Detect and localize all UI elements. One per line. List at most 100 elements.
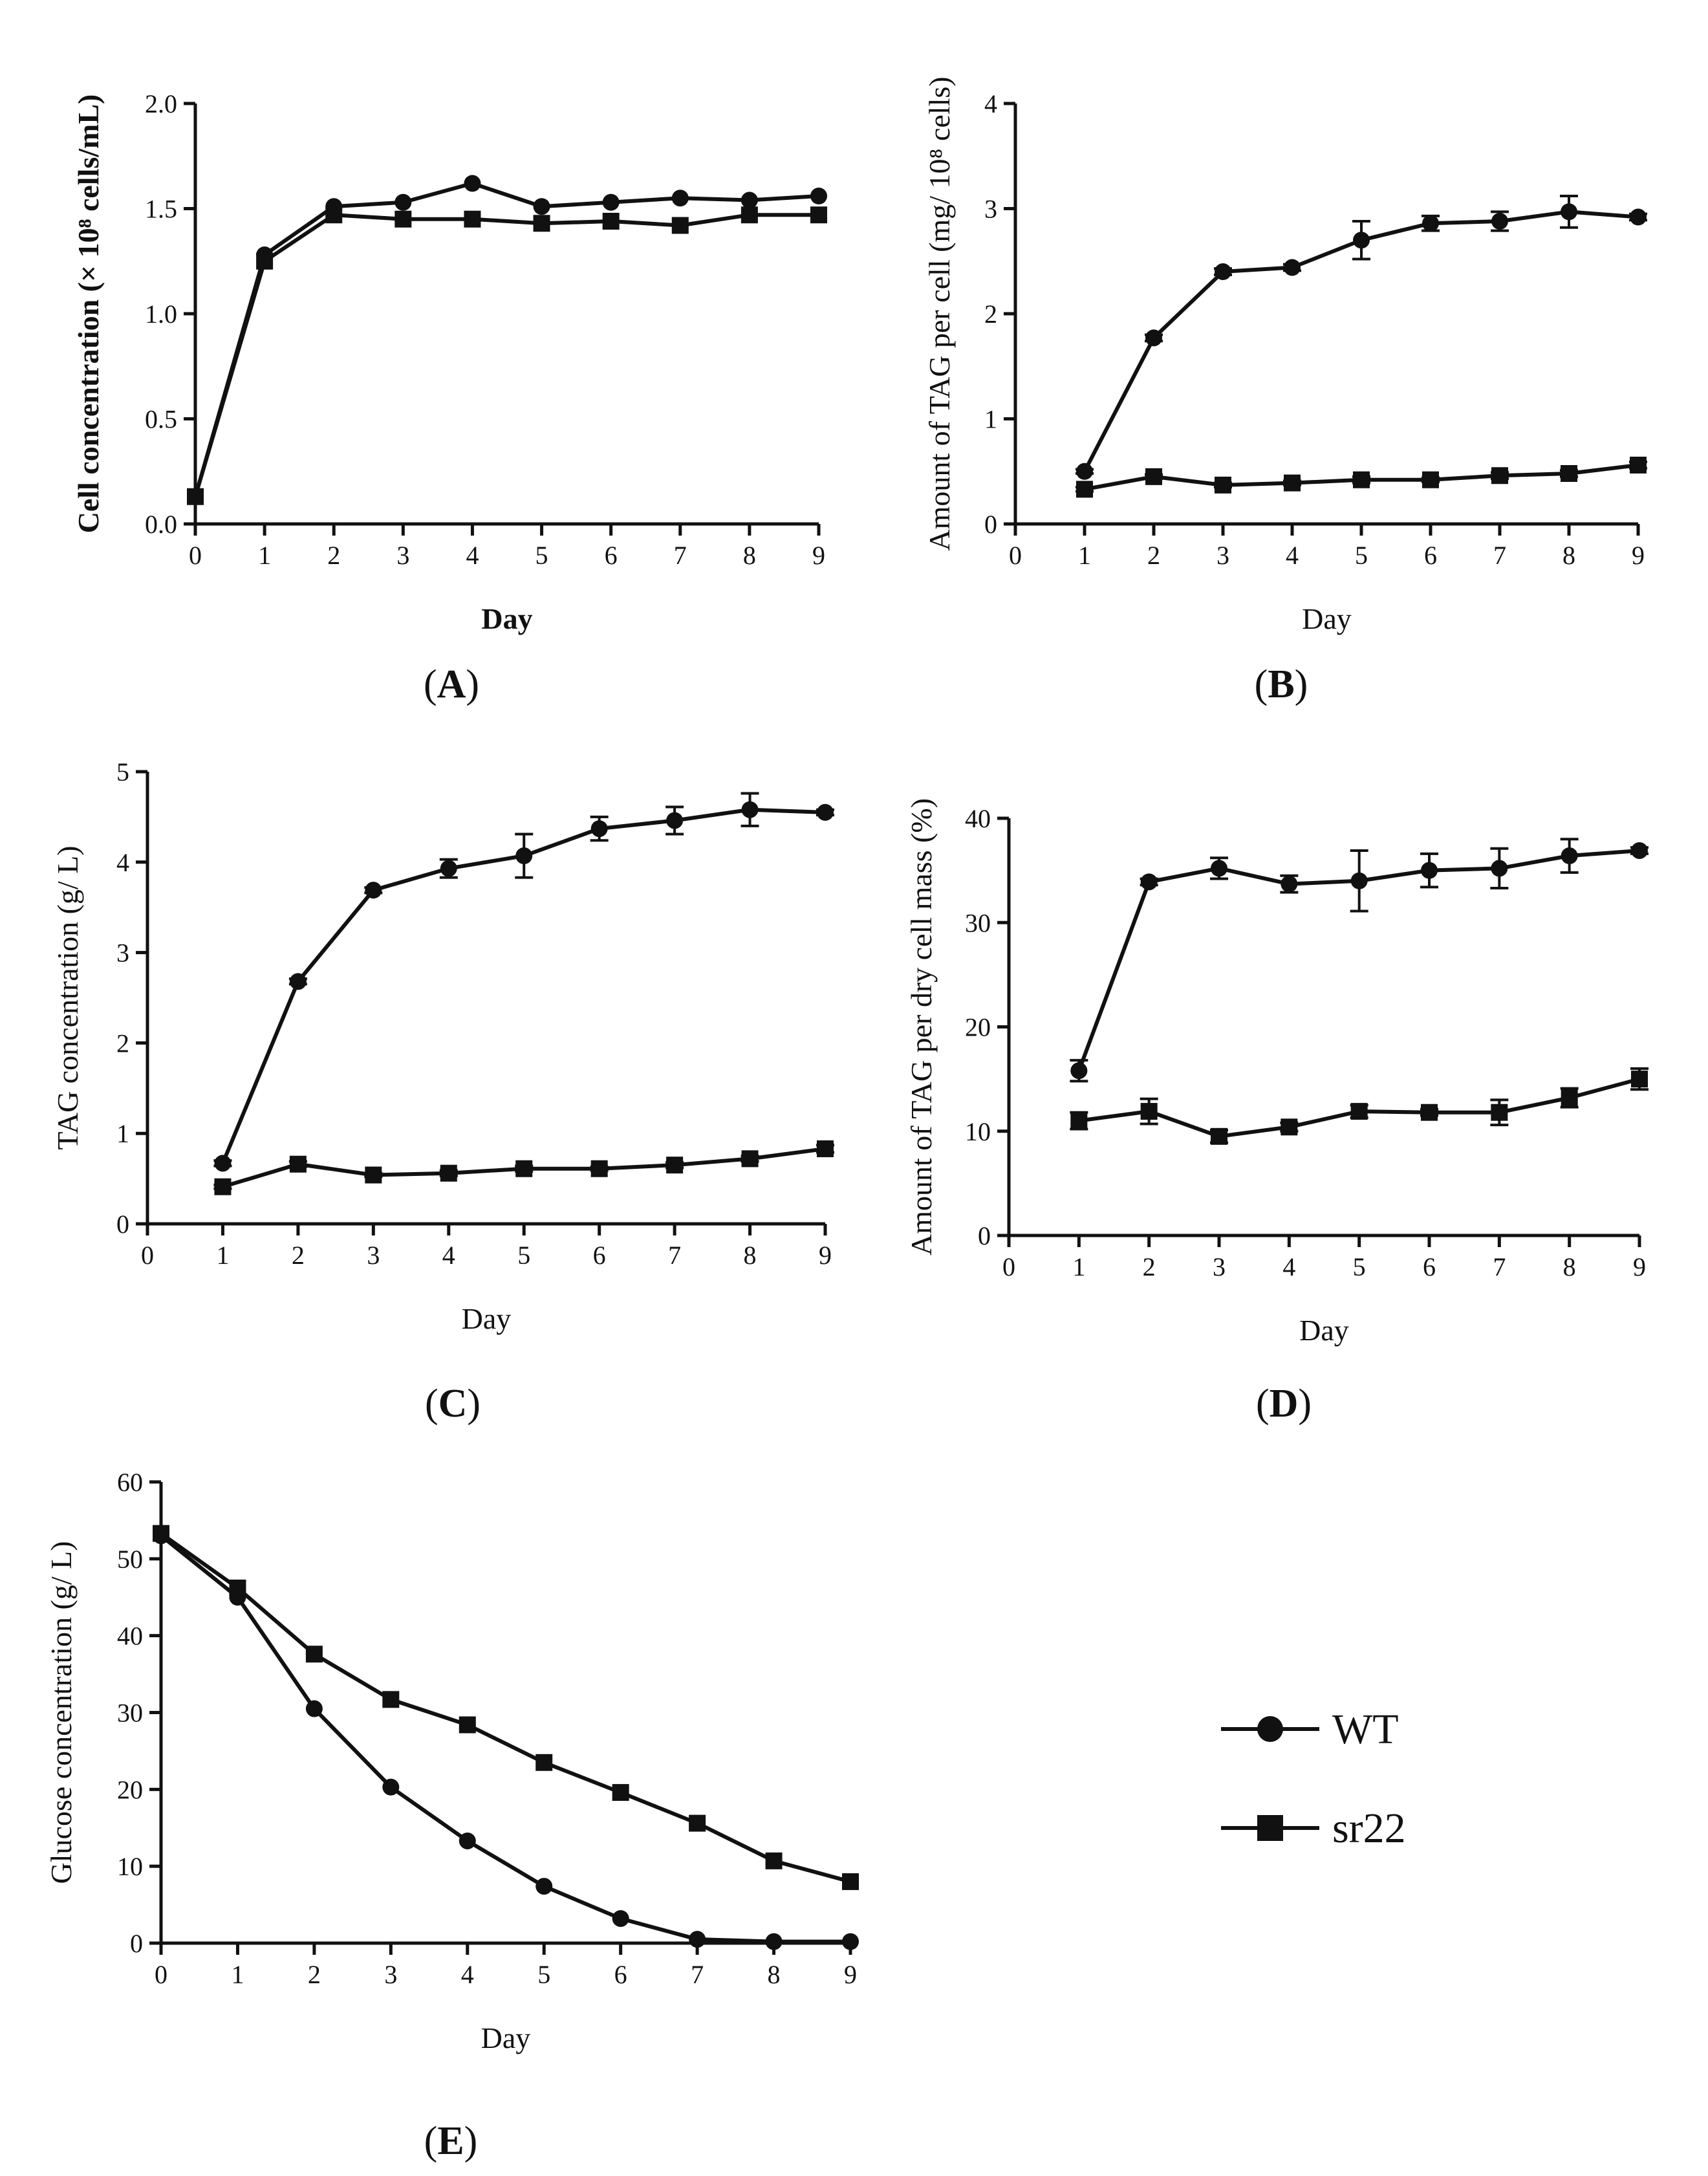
x-tick-label: 3 — [396, 541, 409, 570]
data-point — [1491, 467, 1508, 484]
legend: WT sr22 — [1221, 1706, 1406, 1852]
data-point — [1422, 215, 1439, 232]
data-point — [153, 1525, 169, 1542]
x-tick-label: 4 — [1282, 1252, 1295, 1281]
x-tick-label: 2 — [308, 1960, 321, 1989]
series-sr22 — [187, 206, 827, 505]
series-sr22 — [213, 1140, 834, 1195]
x-tick-label: 0 — [155, 1960, 168, 1989]
y-tick-label: 0 — [978, 1221, 991, 1250]
data-point — [689, 1814, 706, 1832]
x-tick-label: 1 — [258, 541, 271, 570]
y-tick-label: 0 — [984, 510, 997, 539]
data-point — [440, 860, 457, 877]
x-tick-label: 1 — [216, 1241, 229, 1270]
data-point — [229, 1579, 246, 1596]
data-point — [1421, 862, 1438, 879]
data-point — [590, 1160, 608, 1177]
x-axis-title: Day — [481, 2021, 531, 2054]
y-tick-label: 40 — [117, 1622, 143, 1651]
x-tick-label: 8 — [768, 1960, 781, 1989]
data-point — [305, 1646, 323, 1663]
x-tick-label: 3 — [1216, 541, 1229, 570]
x-tick-label: 5 — [537, 1960, 550, 1989]
y-axis-title: Glucose concentration (g/ L) — [45, 1541, 78, 1884]
panel-caption: (D) — [1256, 1382, 1312, 1426]
x-tick-label: 2 — [327, 541, 340, 570]
y-tick-label: 5 — [116, 757, 129, 787]
data-point — [1422, 471, 1439, 488]
x-tick-label: 6 — [593, 1241, 606, 1270]
series-line — [193, 213, 819, 497]
data-point — [1140, 1103, 1158, 1120]
y-tick-label: 10 — [965, 1117, 991, 1146]
data-point — [256, 252, 274, 270]
legend-label: WT — [1332, 1706, 1399, 1753]
y-tick-label: 30 — [965, 908, 991, 937]
x-axis-title: Day — [1299, 1314, 1349, 1347]
data-point — [810, 188, 827, 204]
x-tick-label: 6 — [605, 541, 618, 570]
data-point — [842, 1933, 859, 1950]
data-point — [602, 213, 620, 230]
data-point — [1211, 860, 1227, 877]
y-axis-title: Cell concentration (× 10⁸ cells/mL) — [72, 94, 105, 534]
data-point — [1491, 860, 1508, 877]
series-wt — [1070, 838, 1649, 1083]
x-tick-label: 8 — [1563, 1252, 1576, 1281]
data-point — [1076, 481, 1093, 498]
y-tick-label: 1 — [984, 405, 997, 434]
data-point — [535, 1878, 553, 1895]
data-point — [1353, 471, 1370, 488]
x-tick-label: 8 — [1562, 541, 1575, 570]
x-axis-title: Day — [462, 1302, 512, 1335]
y-tick-label: 60 — [117, 1468, 143, 1497]
chart-panel-c: 0 1 2 3 4 5 0 1 2 3 4 5 6 7 8 9 Day TAG concentration (g/… — [51, 757, 834, 1426]
x-tick-label: 4 — [1286, 541, 1299, 570]
x-tick-label: 4 — [442, 1241, 455, 1270]
data-point — [214, 1155, 232, 1172]
y-axis-title: Amount of TAG per dry cell mass (%) — [905, 798, 938, 1256]
data-point — [305, 1700, 323, 1717]
data-point — [1491, 1104, 1508, 1121]
data-point — [740, 191, 758, 209]
x-tick-label: 0 — [189, 541, 202, 570]
data-point — [1630, 457, 1647, 473]
data-point — [1076, 462, 1093, 480]
x-tick-label: 4 — [461, 1960, 474, 1989]
data-point — [289, 973, 307, 990]
series-line — [160, 1534, 850, 1944]
x-tick-label: 7 — [1493, 541, 1506, 570]
data-point — [666, 812, 684, 829]
data-point — [1350, 872, 1368, 889]
data-point — [1561, 1089, 1578, 1107]
y-axis-title: TAG concentration (g/ L) — [51, 845, 84, 1149]
data-point — [817, 803, 834, 821]
data-point — [689, 1931, 706, 1948]
data-point — [765, 1852, 783, 1869]
data-point — [325, 206, 343, 224]
y-tick-label: 3 — [984, 195, 997, 224]
data-point — [1140, 873, 1158, 891]
y-tick-label: 1.0 — [145, 299, 177, 329]
data-point — [214, 1178, 232, 1195]
x-tick-label: 5 — [517, 1241, 530, 1270]
y-tick-label: 20 — [117, 1775, 143, 1804]
data-point — [1561, 465, 1577, 482]
x-axis-title: Day — [1302, 602, 1352, 635]
data-point — [1070, 1062, 1088, 1080]
x-tick-label: 0 — [1002, 1252, 1015, 1281]
series-sr22 — [1070, 1067, 1649, 1145]
data-point — [666, 1157, 684, 1174]
data-point — [382, 1691, 400, 1708]
data-point — [1630, 208, 1647, 226]
data-point — [464, 175, 481, 192]
data-point — [842, 1873, 859, 1890]
x-tick-label: 8 — [743, 541, 756, 570]
panel-caption: (C) — [425, 1382, 481, 1426]
data-point — [395, 210, 412, 228]
x-tick-label: 6 — [1424, 541, 1437, 570]
x-tick-label: 2 — [1143, 1252, 1156, 1281]
data-point — [1631, 1071, 1648, 1088]
